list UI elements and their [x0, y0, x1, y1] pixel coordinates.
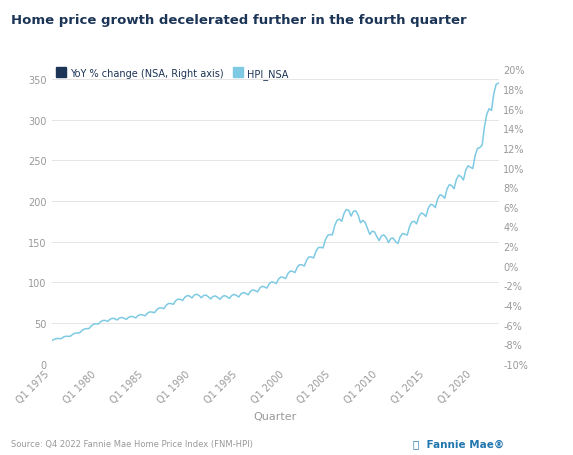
X-axis label: Quarter: Quarter	[253, 411, 297, 421]
Text: ⓕ  Fannie Mae®: ⓕ Fannie Mae®	[413, 438, 504, 448]
Legend: YoY % change (NSA, Right axis), HPI_NSA: YoY % change (NSA, Right axis), HPI_NSA	[56, 69, 288, 80]
Text: Source: Q4 2022 Fannie Mae Home Price Index (FNM-HPI): Source: Q4 2022 Fannie Mae Home Price In…	[11, 439, 253, 448]
Text: Home price growth decelerated further in the fourth quarter: Home price growth decelerated further in…	[11, 14, 467, 27]
